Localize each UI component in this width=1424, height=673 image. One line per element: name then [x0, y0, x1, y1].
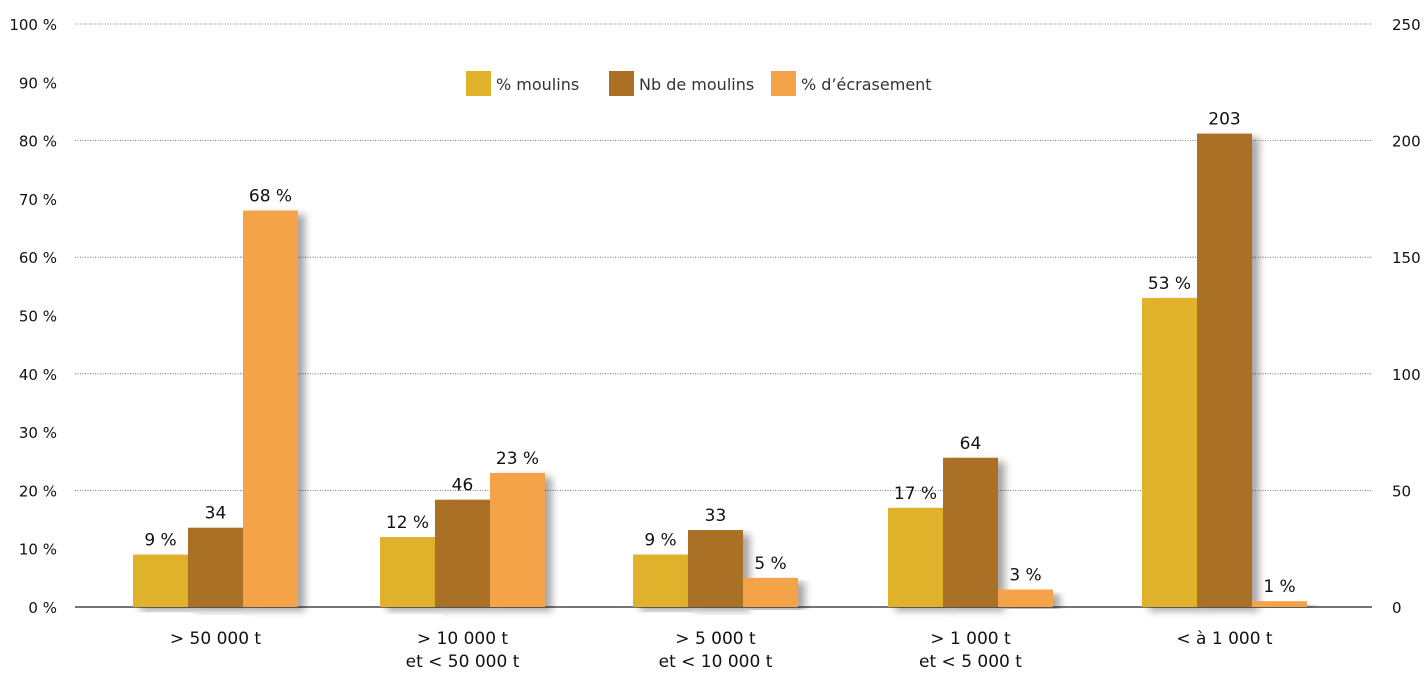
left-y-axis: 0 % 10 % 20 % 30 % 40 % 50 % 60 % 70 % 80 % 90 % 1… [9, 16, 57, 617]
left-axis-tick-label: 70 % [19, 191, 57, 209]
legend-label: % moulins [496, 75, 579, 94]
left-axis-tick-label: 60 % [19, 249, 57, 267]
bar-nb-de-moulins [188, 527, 243, 607]
right-axis-tick-label: 150 [1392, 249, 1421, 267]
category-label: > 1 000 t [930, 629, 1011, 649]
legend: % moulins Nb de moulins % d’écrasement [466, 71, 932, 96]
left-axis-tick-label: 40 % [19, 366, 57, 384]
bar-value-label: 9 % [144, 531, 176, 551]
bar-value-label: 53 % [1148, 274, 1191, 294]
legend-swatch [771, 71, 796, 96]
bar-moulins [133, 554, 188, 607]
bar-value-labels: 9 % 34 68 % 12 % 46 23 % 9 % 33 5 % 17 % 64 3 % 53 %… [144, 110, 1295, 598]
bar-nb-de-moulins [435, 499, 490, 607]
bar-moulins [633, 554, 688, 607]
right-axis-tick-label: 100 [1392, 366, 1421, 384]
bar-moulins [1142, 298, 1197, 607]
left-axis-tick-label: 50 % [19, 308, 57, 326]
bar-value-label: 3 % [1009, 566, 1041, 586]
category-label-line2: et < 50 000 t [406, 652, 520, 672]
bar-d-crasement [243, 210, 298, 607]
category-label: < à 1 000 t [1176, 629, 1273, 649]
left-axis-tick-label: 90 % [19, 74, 57, 92]
bar-value-label: 68 % [249, 187, 292, 207]
right-axis-tick-label: 0 [1392, 599, 1402, 617]
category-label: > 10 000 t [417, 629, 509, 649]
bar-moulins [380, 537, 435, 607]
bar-value-label: 1 % [1263, 577, 1295, 597]
bar-d-crasement [743, 577, 798, 607]
bar-value-label: 46 [452, 476, 474, 496]
bar-value-label: 34 [205, 504, 227, 524]
legend-label: % d’écrasement [801, 75, 932, 94]
left-axis-tick-label: 10 % [19, 541, 57, 559]
bar-value-label: 17 % [894, 484, 937, 504]
category-label-line2: et < 10 000 t [659, 652, 773, 672]
category-label: > 50 000 t [170, 629, 262, 649]
x-axis-categories: > 50 000 t > 10 000 t et < 50 000 t > 5 000… [170, 629, 1273, 672]
legend-swatch [466, 71, 491, 96]
right-axis-tick-label: 50 [1392, 482, 1411, 500]
bar-nb-de-moulins [943, 457, 998, 607]
bars [133, 133, 1307, 607]
bar-nb-de-moulins [1197, 133, 1252, 607]
bar-value-label: 12 % [386, 513, 429, 533]
bar-value-label: 64 [960, 434, 982, 454]
bar-value-label: 5 % [754, 554, 786, 574]
bar-value-label: 33 [705, 506, 727, 526]
bar-value-label: 9 % [644, 531, 676, 551]
category-label-line2: et < 5 000 t [919, 652, 1022, 672]
legend-swatch [609, 71, 634, 96]
left-axis-tick-label: 100 % [9, 16, 57, 34]
left-axis-tick-label: 20 % [19, 482, 57, 500]
left-axis-tick-label: 0 % [28, 599, 57, 617]
bar-d-crasement [490, 472, 545, 607]
bar-d-crasement [998, 589, 1053, 607]
bar-moulins [888, 507, 943, 607]
right-axis-tick-label: 200 [1392, 133, 1421, 151]
legend-label: Nb de moulins [639, 75, 754, 94]
left-axis-tick-label: 80 % [19, 133, 57, 151]
right-y-axis: 0 50 100 150 200 250 [1392, 16, 1421, 617]
category-label: > 5 000 t [675, 629, 756, 649]
left-axis-tick-label: 30 % [19, 424, 57, 442]
bar-value-label: 23 % [496, 449, 539, 469]
bar-nb-de-moulins [688, 530, 743, 607]
right-axis-tick-label: 250 [1392, 16, 1421, 34]
bar-d-crasement [1252, 601, 1307, 607]
bar-value-label: 203 [1208, 110, 1240, 130]
